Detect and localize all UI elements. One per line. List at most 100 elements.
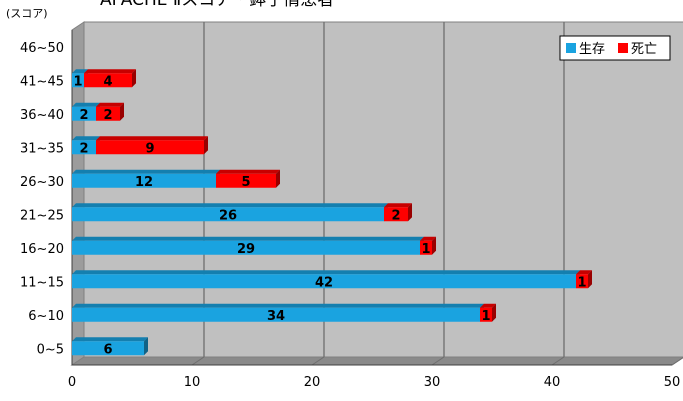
data-label: 1 <box>481 309 490 324</box>
data-label: 6 <box>103 342 112 357</box>
data-label: 26 <box>219 208 237 223</box>
data-label: 2 <box>79 141 88 156</box>
bar-death <box>480 303 496 322</box>
data-label: 2 <box>103 108 112 123</box>
bar-survival <box>72 337 148 356</box>
gridline-floor <box>431 356 445 366</box>
bar-death <box>216 169 280 188</box>
bar-top-face <box>72 303 484 308</box>
bar-side-face <box>432 236 436 255</box>
legend-label-survival: 生存 <box>579 42 605 57</box>
bar-front-face <box>96 140 204 155</box>
bar-top-face <box>96 136 208 141</box>
bar-side-face <box>132 69 136 88</box>
data-label: 9 <box>145 141 154 156</box>
bars <box>72 69 592 356</box>
x-tick-label: 30 <box>424 375 441 390</box>
bar-death <box>84 69 136 88</box>
gridline-floor <box>191 356 205 366</box>
y-category-label: 21~25 <box>20 208 64 223</box>
bar-survival <box>72 303 484 322</box>
bar-front-face <box>72 341 144 356</box>
bar-front-face <box>72 240 420 255</box>
bar-front-face <box>420 240 432 255</box>
bar-survival <box>72 270 580 289</box>
bar-top-face <box>84 69 136 74</box>
bar-front-face <box>72 73 84 88</box>
bar-survival <box>72 203 388 222</box>
bar-front-face <box>384 207 408 222</box>
legend-box <box>559 35 671 61</box>
bar-top-face <box>216 169 280 174</box>
bar-top-face <box>72 236 424 241</box>
y-category-label: 0~5 <box>37 342 64 357</box>
bar-top-face <box>72 337 148 342</box>
bar-side-face <box>120 102 124 121</box>
data-label: 1 <box>421 242 430 257</box>
legend-label-death: 死亡 <box>631 42 657 57</box>
bar-side-face <box>408 203 412 222</box>
bar-top-face <box>480 303 496 308</box>
bar-side-face <box>204 136 208 155</box>
gridline-floor <box>671 357 683 366</box>
y-category-label: 41~45 <box>20 74 64 89</box>
bar-front-face <box>576 274 588 289</box>
bar-survival <box>72 236 424 255</box>
y-category-label: 46~50 <box>20 41 64 56</box>
bar-front-face <box>96 106 120 121</box>
y-category-label: 6~10 <box>28 309 64 324</box>
x-tick-label: 20 <box>304 375 321 390</box>
bar-front-face <box>84 73 132 88</box>
bar-top-face <box>72 102 100 107</box>
y-category-label: 36~40 <box>20 108 64 123</box>
bar-death <box>384 203 412 222</box>
data-label: 29 <box>237 242 255 257</box>
bar-top-face <box>72 270 580 275</box>
bar-front-face <box>216 173 276 188</box>
legend: 生存 死亡 <box>559 35 671 61</box>
x-tick-label: 40 <box>544 375 561 390</box>
bar-top-face <box>420 236 436 241</box>
labels: 0~5 66~10 34 111~15 42 116~20 29 121~25 26 226~30… <box>20 41 587 358</box>
bar-death <box>576 270 592 289</box>
bar-side-face <box>492 303 496 322</box>
legend-swatch-survival <box>566 43 576 53</box>
chart-title: APACHE Ⅱスコア・鉢⼦情患者 <box>100 0 334 10</box>
bar-death <box>96 102 124 121</box>
plot-floor <box>70 356 683 366</box>
data-label: 34 <box>267 309 285 324</box>
data-label: 2 <box>391 208 400 223</box>
data-label: 42 <box>315 275 333 290</box>
data-label: 2 <box>79 108 88 123</box>
bar-front-face <box>72 307 480 322</box>
y-category-label: 11~15 <box>20 275 64 290</box>
data-label: 1 <box>73 74 82 89</box>
bar-top-face <box>72 203 388 208</box>
bar-top-face <box>72 169 220 174</box>
data-label: 5 <box>241 175 250 190</box>
bar-death <box>420 236 436 255</box>
gridline-floor <box>311 356 325 366</box>
bar-front-face <box>72 207 384 222</box>
bar-front-face <box>72 106 96 121</box>
bar-front-face <box>72 140 96 155</box>
bar-top-face <box>96 102 124 107</box>
y-category-label: 16~20 <box>20 242 64 257</box>
x-tick-label: 50 <box>664 375 681 390</box>
bar-top-face <box>576 270 592 275</box>
data-label: 4 <box>103 74 112 89</box>
x-tick-label: 0 <box>68 375 76 390</box>
bar-side-face <box>588 270 592 289</box>
x-tick-label: 10 <box>184 375 201 390</box>
bar-front-face <box>72 173 216 188</box>
legend-swatch-death <box>618 43 628 53</box>
data-label: 1 <box>577 275 586 290</box>
bar-front-face <box>480 307 492 322</box>
bar-side-face <box>276 169 280 188</box>
bar-death <box>96 136 208 155</box>
bar-front-face <box>72 274 576 289</box>
bar-top-face <box>72 136 100 141</box>
bar-side-face <box>144 337 148 356</box>
